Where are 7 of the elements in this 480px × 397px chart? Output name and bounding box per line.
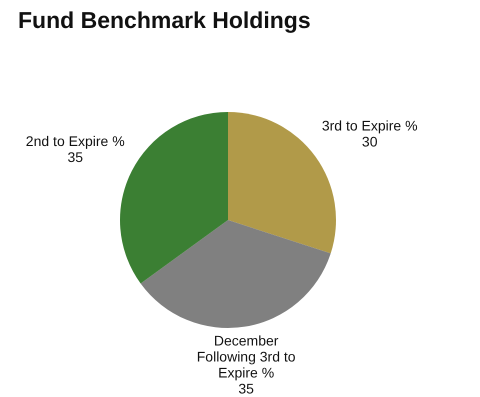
slice-label: 3rd to Expire % [322, 118, 418, 134]
data-label: 30 [362, 134, 378, 150]
data-label: 35 [67, 149, 84, 166]
data-label: 35 [238, 380, 254, 396]
slice-label: 2nd to Expire % [26, 133, 125, 150]
chart-title: Fund Benchmark Holdings [17, 6, 312, 35]
slice-label: December Following 3rd to Expire % [196, 332, 296, 380]
